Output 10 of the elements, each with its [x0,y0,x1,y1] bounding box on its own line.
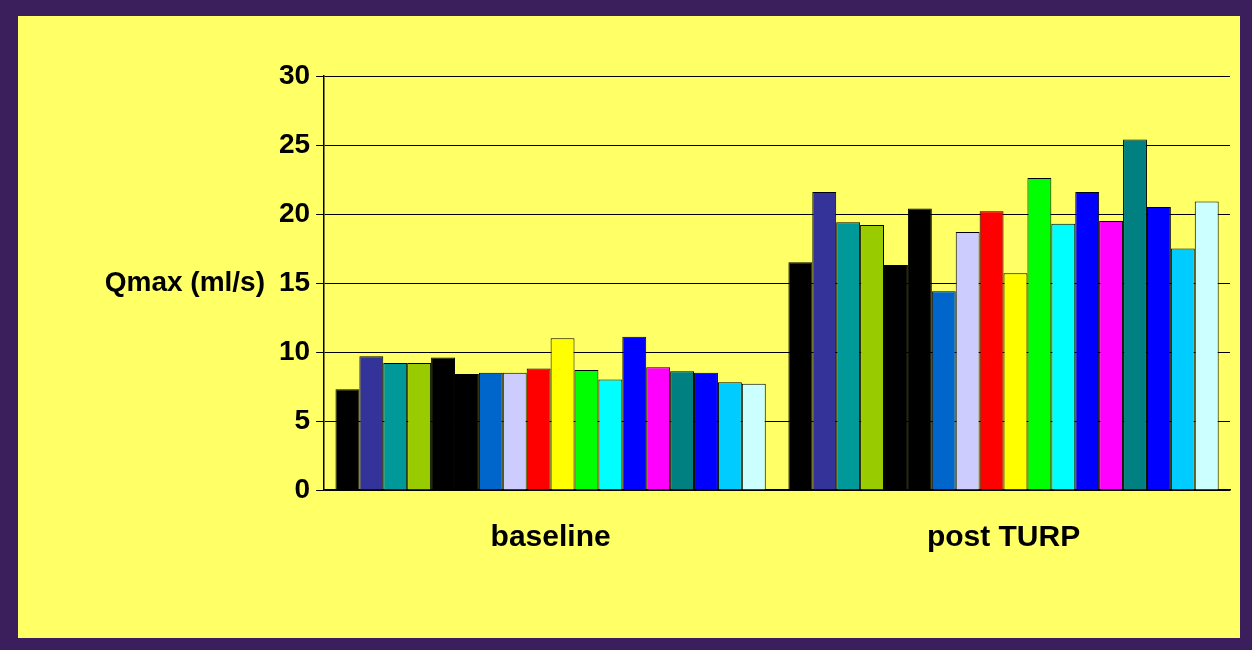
x-tick-label: baseline [490,519,611,553]
y-tick-label: 15 [278,265,311,297]
y-tick-label: 10 [278,334,311,366]
y-tick-label: 25 [278,127,311,159]
y-axis-title: Qmax (ml/s) [104,265,265,297]
y-tick-label: 0 [294,472,311,504]
y-tick-label: 30 [278,58,311,90]
y-tick-label: 20 [278,196,311,228]
y-tick-label: 5 [294,403,311,435]
x-tick-label: post TURP [926,519,1081,553]
